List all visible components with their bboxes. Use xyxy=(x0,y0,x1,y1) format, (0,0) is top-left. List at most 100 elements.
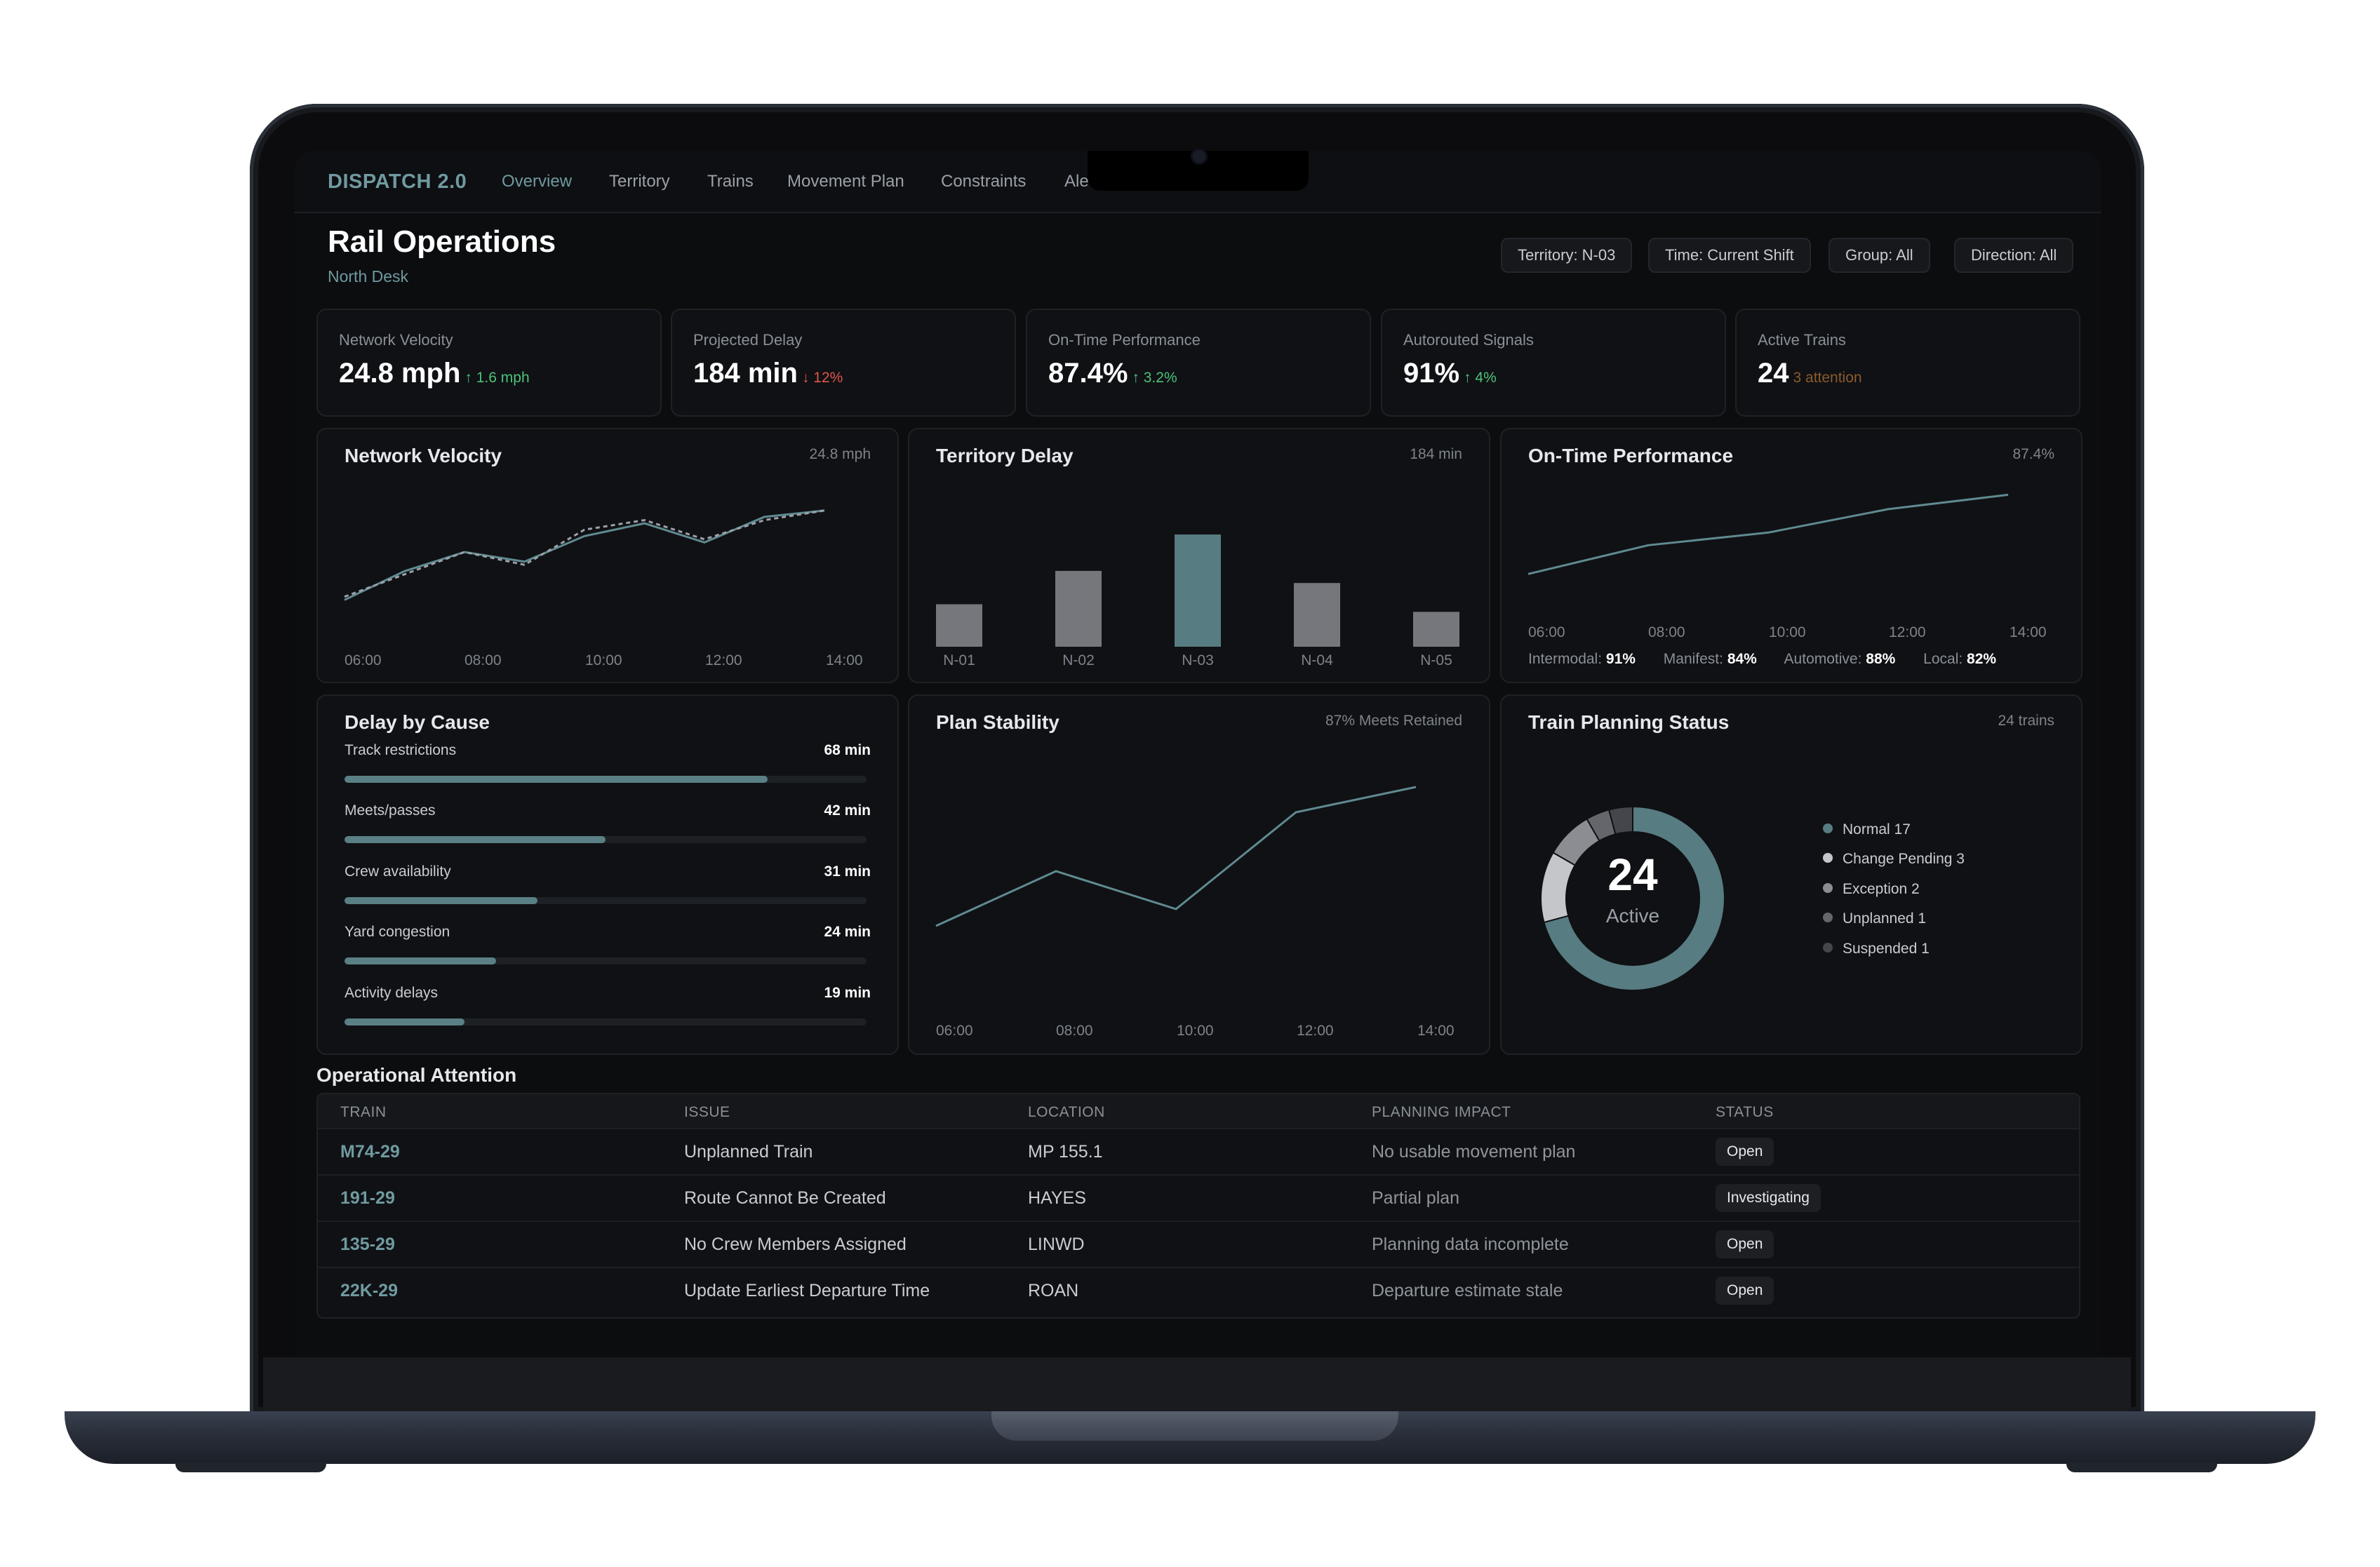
x-tick: 10:00 xyxy=(1769,624,1806,640)
filter-group[interactable]: Group: All xyxy=(1829,238,1930,273)
breakdown-label: Local: xyxy=(1923,651,1963,667)
x-tick: 14:00 xyxy=(826,652,863,668)
table-row[interactable]: 22K-29 Update Earliest Departure Time RO… xyxy=(318,1267,2079,1314)
legend-dot xyxy=(1823,883,1833,894)
cause-value: 19 min xyxy=(824,985,871,1001)
kpi-value-row: 91% ↑ 4% xyxy=(1403,358,1497,389)
table-header: TRAIN ISSUE LOCATION PLANNING IMPACT STA… xyxy=(318,1094,2079,1128)
table-row[interactable]: M74-29 Unplanned Train MP 155.1 No usabl… xyxy=(318,1128,2079,1176)
train-id-link[interactable]: 191-29 xyxy=(340,1188,395,1208)
kpi-delta: ↑ 3.2% xyxy=(1132,370,1177,386)
tab-movement-plan[interactable]: Movement Plan xyxy=(787,172,904,191)
x-tick: 12:00 xyxy=(1297,1023,1334,1039)
bar-n-04 xyxy=(1294,583,1340,647)
kpi-value-row: 87.4% ↑ 3.2% xyxy=(1048,358,1177,389)
train-id-link[interactable]: 22K-29 xyxy=(340,1281,398,1300)
kpi-value: 24.8 mph xyxy=(339,358,461,389)
bar-n-03 xyxy=(1175,534,1221,647)
bar-n-01 xyxy=(936,604,982,647)
legend-item-suspended[interactable]: Suspended 1 xyxy=(1823,941,1930,957)
status-badge[interactable]: Open xyxy=(1716,1277,1774,1305)
cause-label: Activity delays xyxy=(345,985,439,1001)
kpi-card-autorouted-signals[interactable]: Autorouted Signals 91% ↑ 4% xyxy=(1381,309,1726,417)
page-subtitle: North Desk xyxy=(328,267,409,285)
kpi-value-row: 24 3 attention xyxy=(1758,358,1862,389)
panel-title: Plan Stability xyxy=(936,711,1059,733)
breakdown-value: 82% xyxy=(1967,651,1997,667)
impact-cell: Departure estimate stale xyxy=(1372,1281,1563,1300)
cause-value: 68 min xyxy=(824,742,871,758)
column-header[interactable]: PLANNING IMPACT xyxy=(1372,1104,1511,1120)
legend-label: Normal 17 xyxy=(1843,821,1911,838)
status-badge[interactable]: Open xyxy=(1716,1230,1774,1258)
column-header[interactable]: STATUS xyxy=(1716,1104,1774,1120)
delay-bar-chart xyxy=(936,534,1459,647)
panel-train-planning-status: Train Planning Status 24 trains 24 Activ… xyxy=(1500,694,2082,1055)
kpi-delta: 3 attention xyxy=(1793,370,1862,386)
panel-note: 87.4% xyxy=(2012,446,2054,462)
kpi-card-network-velocity[interactable]: Network Velocity 24.8 mph ↑ 1.6 mph xyxy=(316,309,662,417)
issue-cell: No Crew Members Assigned xyxy=(684,1235,907,1254)
kpi-card-active-trains[interactable]: Active Trains 24 3 attention xyxy=(1735,309,2080,417)
kpi-label: Active Trains xyxy=(1758,331,1846,349)
x-tick: 12:00 xyxy=(705,652,742,668)
kpi-label: On-Time Performance xyxy=(1048,331,1201,349)
tab-alerts[interactable]: Ale xyxy=(1064,172,1089,191)
cause-value: 31 min xyxy=(824,863,871,880)
column-header[interactable]: TRAIN xyxy=(340,1104,387,1120)
tab-territory[interactable]: Territory xyxy=(609,172,670,191)
panel-note: 24.8 mph xyxy=(809,446,871,462)
legend-item-exception[interactable]: Exception 2 xyxy=(1823,881,1920,898)
cause-bar-track xyxy=(345,776,867,783)
kpi-value: 87.4% xyxy=(1048,358,1128,389)
filter-territory[interactable]: Territory: N-03 xyxy=(1501,238,1633,273)
train-id-link[interactable]: M74-29 xyxy=(340,1142,400,1162)
panel-note: 184 min xyxy=(1410,446,1462,462)
kpi-card-projected-delay[interactable]: Projected Delay 184 min ↓ 12% xyxy=(671,309,1016,417)
legend-item-change-pending[interactable]: Change Pending 3 xyxy=(1823,851,1965,868)
section-title: Operational Attention xyxy=(316,1064,517,1086)
issue-cell: Route Cannot Be Created xyxy=(684,1188,886,1208)
brand-logo[interactable]: DISPATCH 2.0 xyxy=(328,170,467,193)
tab-constraints[interactable]: Constraints xyxy=(941,172,1027,191)
x-tick: 14:00 xyxy=(2010,624,2047,640)
status-badge[interactable]: Investigating xyxy=(1716,1184,1821,1212)
x-tick: 06:00 xyxy=(345,652,382,668)
kpi-value: 91% xyxy=(1403,358,1460,389)
x-tick: 06:00 xyxy=(936,1023,973,1039)
attention-table: TRAIN ISSUE LOCATION PLANNING IMPACT STA… xyxy=(316,1093,2080,1319)
x-tick: N-04 xyxy=(1301,652,1333,668)
legend-item-normal[interactable]: Normal 17 xyxy=(1823,821,1911,838)
stability-line-chart xyxy=(935,786,1417,927)
impact-cell: Planning data incomplete xyxy=(1372,1235,1569,1254)
kpi-value-row: 24.8 mph ↑ 1.6 mph xyxy=(339,358,530,389)
filter-time[interactable]: Time: Current Shift xyxy=(1648,238,1811,273)
tab-overview[interactable]: Overview xyxy=(502,172,573,191)
table-row[interactable]: 135-29 No Crew Members Assigned LINWD Pl… xyxy=(318,1220,2079,1268)
x-tick: 10:00 xyxy=(1177,1023,1214,1039)
donut-center-value: 24 xyxy=(1607,849,1658,900)
tab-trains[interactable]: Trains xyxy=(707,172,754,191)
panel-territory-delay: Territory Delay 184 min N-01 N-02 N-03 N… xyxy=(908,428,1490,683)
kpi-card-on-time-performance[interactable]: On-Time Performance 87.4% ↑ 3.2% xyxy=(1026,309,1371,417)
legend-label: Exception 2 xyxy=(1843,881,1920,897)
train-id-link[interactable]: 135-29 xyxy=(340,1235,395,1254)
donut-slice-suspended xyxy=(1607,805,1633,835)
filter-direction[interactable]: Direction: All xyxy=(1954,238,2074,273)
panel-note: 87% Meets Retained xyxy=(1325,713,1462,729)
laptop-hinge xyxy=(991,1411,1398,1441)
status-badge[interactable]: Open xyxy=(1716,1138,1774,1166)
laptop-bottom-bezel xyxy=(263,1357,2131,1413)
legend-item-unplanned[interactable]: Unplanned 1 xyxy=(1823,910,1926,927)
column-header[interactable]: LOCATION xyxy=(1028,1104,1105,1120)
impact-cell: No usable movement plan xyxy=(1372,1142,1576,1162)
x-tick: 08:00 xyxy=(464,652,502,668)
cause-bar-fill xyxy=(345,957,496,964)
kpi-delta: ↓ 12% xyxy=(801,370,843,386)
cause-bar-track xyxy=(345,836,867,843)
legend-label: Change Pending 3 xyxy=(1843,851,1965,867)
column-header[interactable]: ISSUE xyxy=(684,1104,730,1120)
kpi-delta: ↑ 1.6 mph xyxy=(464,370,530,386)
kpi-label: Projected Delay xyxy=(693,331,803,349)
table-row[interactable]: 191-29 Route Cannot Be Created HAYES Par… xyxy=(318,1174,2079,1222)
